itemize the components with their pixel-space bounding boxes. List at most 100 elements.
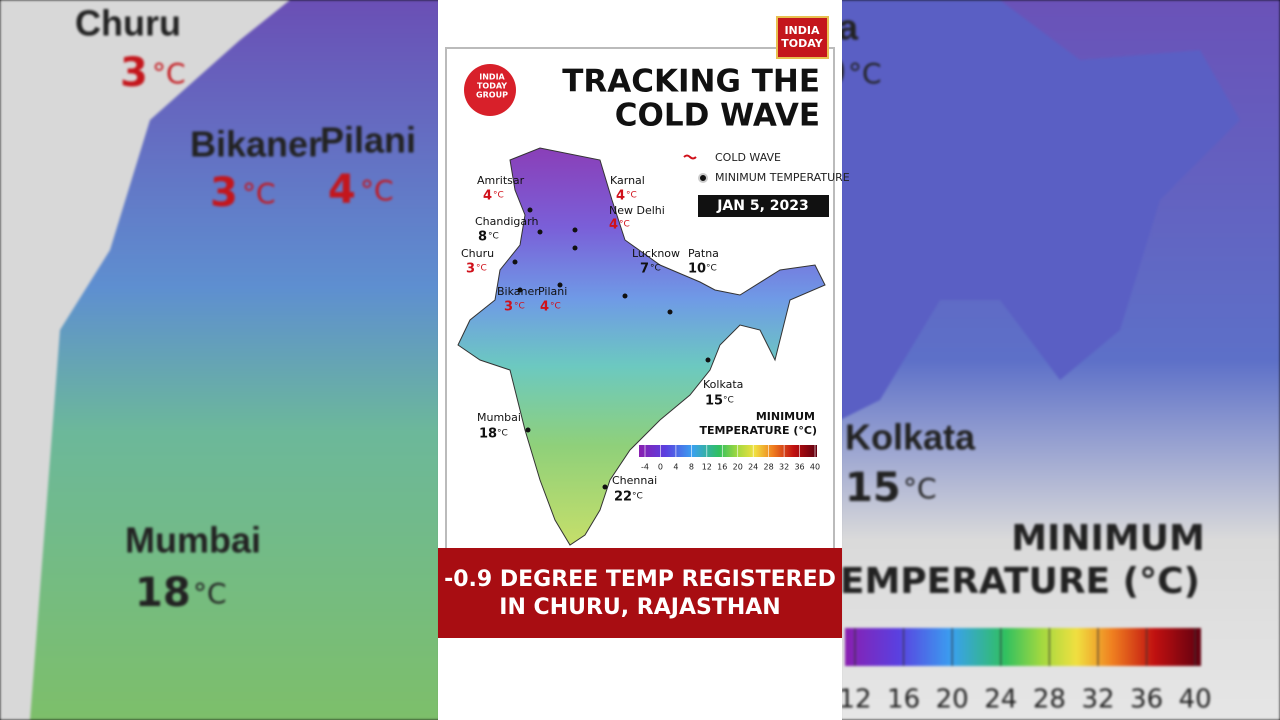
city-temp: 4 xyxy=(540,300,549,315)
bg-city-unit: °C xyxy=(848,57,882,90)
city-name: Kolkata xyxy=(703,378,743,391)
city-unit: °C xyxy=(514,302,525,312)
city-name: New Delhi xyxy=(609,204,665,217)
headline-banner xyxy=(438,548,842,638)
city-dot xyxy=(512,259,518,265)
scale-tick-label: 28 xyxy=(764,463,774,472)
bg-city-name: Pilani xyxy=(320,120,416,161)
city-name: Churu xyxy=(461,247,494,260)
bg-scale-tick-label: 12 xyxy=(838,685,871,715)
bg-city-temp: 3 xyxy=(120,50,148,96)
city-unit: °C xyxy=(723,396,734,406)
city-temp: 15 xyxy=(705,394,723,409)
bg-city-name: Mumbai xyxy=(125,520,261,561)
bg-city-unit: °C xyxy=(903,472,937,505)
bg-city-temp: 18 xyxy=(135,570,191,616)
city-temp: 4 xyxy=(616,189,625,204)
city-unit: °C xyxy=(488,232,499,242)
date-badge xyxy=(698,195,829,217)
min-temp-icon xyxy=(698,173,708,183)
city-temp: 10 xyxy=(688,262,706,277)
city-dot xyxy=(557,282,563,288)
scale-tick-label: 4 xyxy=(673,463,678,472)
bg-city-name: Bikaner xyxy=(190,124,322,165)
city-unit: °C xyxy=(493,191,504,201)
bg-scale-bar xyxy=(845,628,1201,666)
scale-tick-label: 0 xyxy=(658,463,663,472)
bg-scale-tick-label: 24 xyxy=(984,685,1017,715)
bg-city-temp: 3 xyxy=(210,170,238,216)
city-dot xyxy=(537,229,543,235)
city-dot xyxy=(527,207,533,213)
city-dot xyxy=(622,293,628,299)
city-unit: °C xyxy=(626,191,637,201)
date: JAN 5, 2023 xyxy=(716,198,809,214)
city-temp: 3 xyxy=(504,300,513,315)
card-logo xyxy=(464,64,516,116)
city-temp: 8 xyxy=(478,230,487,245)
bg-map-right xyxy=(840,0,1240,420)
city-unit: °C xyxy=(632,492,643,502)
city-name: Patna xyxy=(688,247,719,260)
cold-wave-icon xyxy=(683,154,697,160)
city-unit: °C xyxy=(476,264,487,274)
city-unit: °C xyxy=(619,220,630,230)
bg-city-unit: °C xyxy=(360,174,394,207)
bg-scale-tick-label: 36 xyxy=(1130,685,1163,715)
city-dot xyxy=(572,227,578,233)
top-logo-text: TODAY xyxy=(781,37,823,50)
scale-title: TEMPERATURE (°C) xyxy=(699,424,817,437)
city-name: Chennai xyxy=(612,474,657,487)
city-dot xyxy=(517,287,523,293)
city-name: Bikaner xyxy=(497,285,539,298)
scale-tick-label: 20 xyxy=(733,463,743,472)
bg-scale-title: TEMPERATURE (°C) xyxy=(815,561,1200,602)
city-unit: °C xyxy=(497,429,508,439)
city-dot xyxy=(667,309,673,315)
city-name: Pilani xyxy=(538,285,567,298)
bg-scale-tick-label: 28 xyxy=(1033,685,1066,715)
legend-item: MINIMUM TEMPERATURE xyxy=(715,171,850,184)
city-temp: 18 xyxy=(479,427,497,442)
bg-scale-tick-label: 40 xyxy=(1179,685,1212,715)
card-logo-text: GROUP xyxy=(476,91,508,100)
bg-scale-title: MINIMUM xyxy=(1011,518,1205,559)
headline: -0.9 DEGREE TEMP REGISTERED xyxy=(444,567,836,592)
city-dot xyxy=(705,357,711,363)
city-unit: °C xyxy=(650,264,661,274)
card-logo-text: TODAY xyxy=(477,82,507,91)
city-name: Karnal xyxy=(610,174,645,187)
city-dot xyxy=(572,245,578,251)
top-logo-text: INDIA xyxy=(784,24,820,37)
headline: IN CHURU, RAJASTHAN xyxy=(499,595,780,620)
city-name: Mumbai xyxy=(477,411,521,424)
scale-bar xyxy=(639,445,817,457)
bg-city-unit: °C xyxy=(152,57,186,90)
scale-tick-label: 36 xyxy=(794,463,804,472)
city-name: Lucknow xyxy=(632,247,680,260)
scale-tick-label: 40 xyxy=(810,463,820,472)
card-logo-text: INDIA xyxy=(479,73,505,82)
bg-city-temp: 4 xyxy=(328,167,356,213)
city-temp: 4 xyxy=(609,218,618,233)
city-name: Chandigarh xyxy=(475,215,538,228)
top-logo xyxy=(776,16,829,59)
city-unit: °C xyxy=(550,302,561,312)
scale-tick-label: 24 xyxy=(748,463,758,472)
bg-city-temp: 15 xyxy=(845,465,901,511)
scale-tick-label: 12 xyxy=(702,463,712,472)
city-dot xyxy=(602,484,608,490)
bg-map-left xyxy=(30,0,440,720)
bg-scale-tick-label: 32 xyxy=(1081,685,1114,715)
city-temp: 7 xyxy=(640,262,649,277)
scale-tick-label: 8 xyxy=(689,463,694,472)
bg-city-name: Churu xyxy=(75,3,181,44)
bg-scale-tick-label: 20 xyxy=(936,685,969,715)
bg-city-name: Kolkata xyxy=(845,417,976,458)
card-title: COLD WAVE xyxy=(615,98,820,134)
legend-item: COLD WAVE xyxy=(715,151,781,164)
scale-tick-label: -4 xyxy=(641,463,649,472)
